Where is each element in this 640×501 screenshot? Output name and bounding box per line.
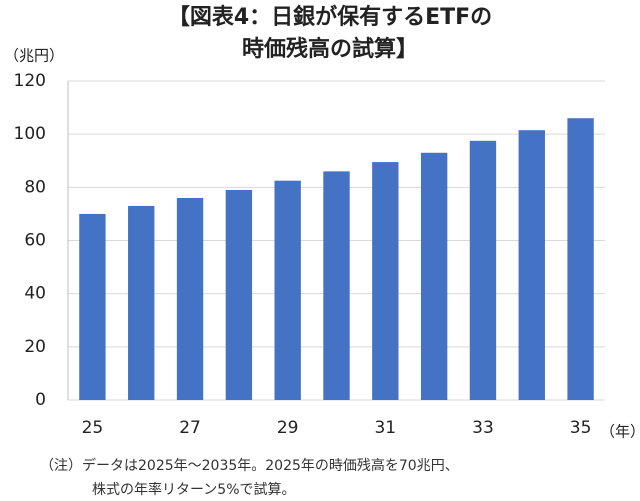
- bar: [372, 162, 399, 400]
- x-tick-label: 27: [179, 418, 201, 438]
- bar: [323, 171, 350, 400]
- bar: [420, 152, 448, 400]
- x-tick-label: 33: [472, 418, 494, 438]
- y-tick-label: 80: [24, 177, 46, 197]
- x-tick-label: 25: [82, 418, 104, 438]
- x-tick-label: 35: [570, 418, 592, 438]
- bar: [225, 189, 253, 400]
- y-tick-label: 60: [24, 231, 46, 251]
- bar: [79, 213, 106, 400]
- bar: [128, 205, 155, 400]
- y-tick-label: 0: [35, 390, 46, 410]
- y-tick-label: 40: [24, 284, 46, 304]
- x-tick-label: 29: [277, 418, 299, 438]
- note: （注）データは2025年～2035年。2025年の時価残高を70兆円、: [40, 457, 459, 474]
- y-tick-label: 120: [14, 71, 46, 91]
- y-tick-label: 100: [14, 124, 46, 144]
- bar: [274, 180, 301, 400]
- y-tick-label: 20: [24, 337, 46, 357]
- bar: [567, 118, 594, 400]
- bar: [469, 140, 497, 400]
- x-axis-unit: （年）: [600, 423, 640, 441]
- y-axis-unit: （兆円）: [4, 47, 64, 65]
- x-tick-label: 31: [374, 418, 396, 438]
- chart-title: 【図表4：日銀が保有するETFの: [168, 4, 492, 30]
- chart-title: 時価残高の試算】: [242, 36, 418, 62]
- bar: [176, 197, 204, 400]
- note: 株式の年率リターン5%で試算。: [92, 481, 296, 498]
- bar: [518, 130, 545, 400]
